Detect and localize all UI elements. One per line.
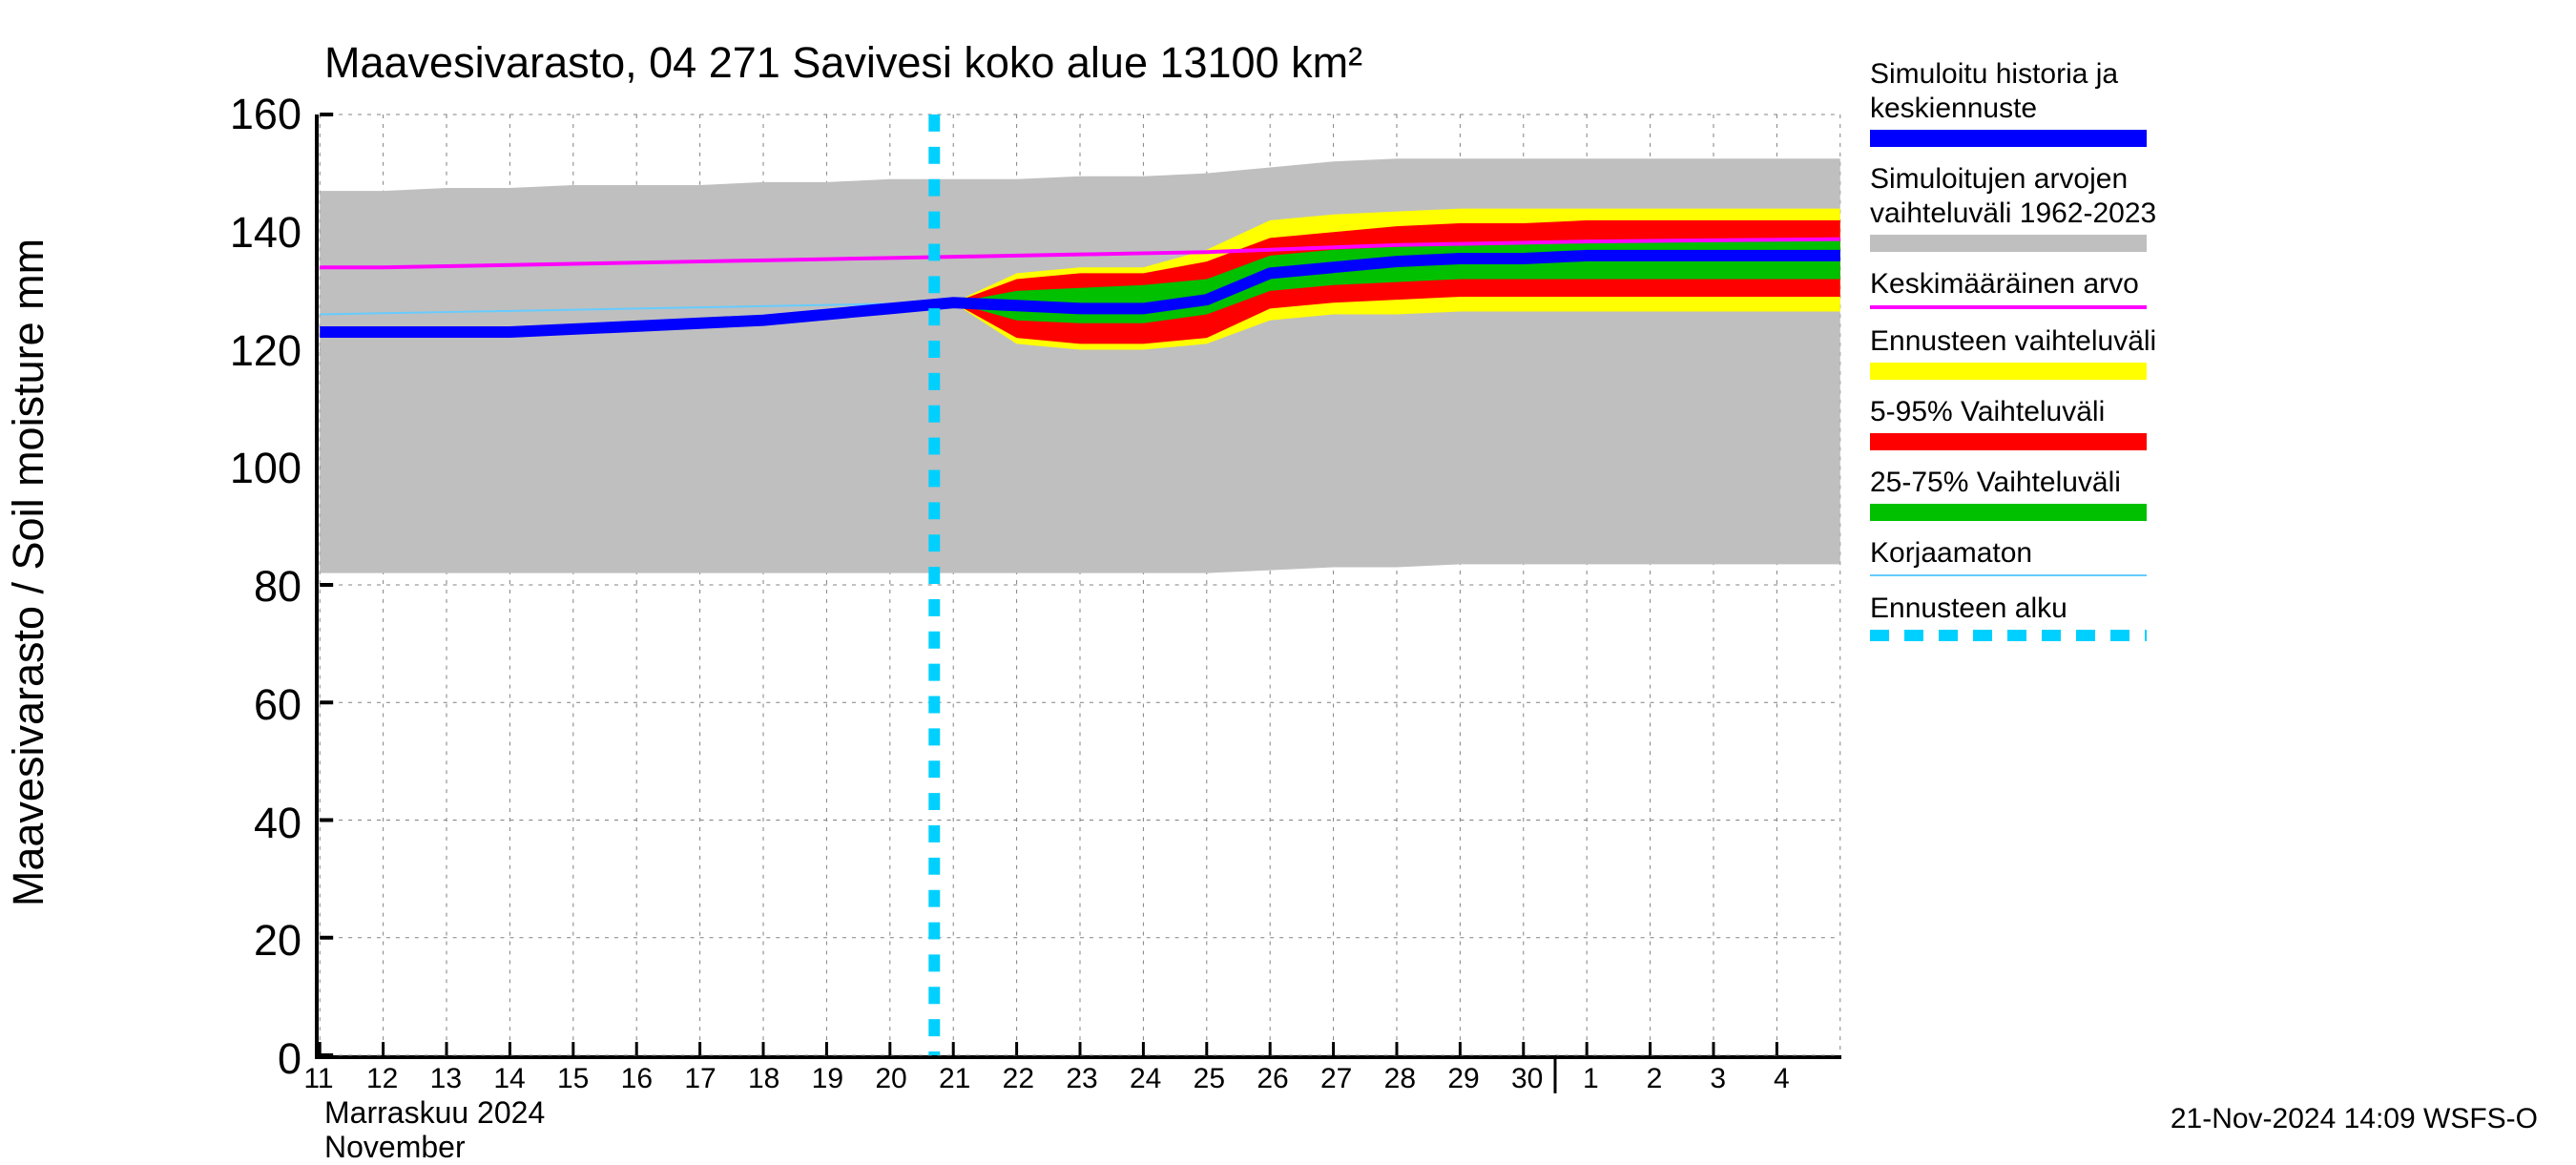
xtick-label: 14 [493, 1063, 525, 1095]
legend-swatch [1870, 630, 2147, 641]
legend-entry: Simuloitujen arvojenvaihteluväli 1962-20… [1870, 162, 2175, 252]
xtick-label: 18 [748, 1063, 779, 1095]
legend-swatch [1870, 363, 2147, 380]
legend-label: 25-75% Vaihteluväli [1870, 466, 2175, 500]
ytick-label: 160 [230, 90, 301, 139]
chart-title: Maavesivarasto, 04 271 Savivesi koko alu… [324, 38, 1362, 88]
xtick-label: 13 [430, 1063, 462, 1095]
xtick-label: 2 [1647, 1063, 1663, 1095]
xtick-label: 24 [1130, 1063, 1161, 1095]
legend-label: Simuloitu historia ja [1870, 57, 2175, 92]
legend-label: keskiennuste [1870, 92, 2175, 126]
legend-swatch [1870, 235, 2147, 252]
legend-entry: Ennusteen vaihteluväli [1870, 324, 2175, 380]
xtick-label: 4 [1774, 1063, 1790, 1095]
legend-entry: Keskimääräinen arvo [1870, 267, 2175, 309]
xtick-label: 30 [1511, 1063, 1543, 1095]
legend-label: Ennusteen alku [1870, 592, 2175, 626]
xtick-label: 11 [303, 1063, 333, 1095]
xtick-label: 29 [1447, 1063, 1479, 1095]
xtick-label: 25 [1194, 1063, 1225, 1095]
legend-label: vaihteluväli 1962-2023 [1870, 197, 2175, 231]
xtick-label: 26 [1257, 1063, 1288, 1095]
ytick-label: 0 [278, 1034, 301, 1084]
xtick-label: 3 [1710, 1063, 1726, 1095]
ytick-label: 60 [254, 680, 301, 730]
ytick-label: 120 [230, 326, 301, 376]
legend-label: Korjaamaton [1870, 536, 2175, 571]
xtick-label: 1 [1583, 1063, 1599, 1095]
ytick-label: 140 [230, 208, 301, 258]
legend-entry: Simuloitu historia jakeskiennuste [1870, 57, 2175, 147]
legend-label: Keskimääräinen arvo [1870, 267, 2175, 302]
xtick-label: 15 [557, 1063, 589, 1095]
xtick-label: 19 [812, 1063, 843, 1095]
xtick-label: 20 [875, 1063, 906, 1095]
xtick-label: 21 [939, 1063, 970, 1095]
month-label-en: November [324, 1130, 466, 1165]
legend-entry: Korjaamaton [1870, 536, 2175, 576]
legend-entry: 25-75% Vaihteluväli [1870, 466, 2175, 521]
legend-swatch [1870, 574, 2147, 576]
ytick-label: 20 [254, 916, 301, 966]
legend-swatch [1870, 433, 2147, 450]
y-axis-label: Maavesivarasto / Soil moisture mm [4, 239, 53, 906]
xtick-label: 17 [684, 1063, 716, 1095]
month-label-fi: Marraskuu 2024 [324, 1095, 545, 1131]
xtick-label: 22 [1003, 1063, 1034, 1095]
legend-label: Simuloitujen arvojen [1870, 162, 2175, 197]
ytick-label: 100 [230, 444, 301, 493]
ytick-label: 80 [254, 562, 301, 612]
plot-area: 0204060801001201401601112131415161718192… [315, 114, 1841, 1059]
legend-entry: 5-95% Vaihteluväli [1870, 395, 2175, 450]
xtick-label: 16 [621, 1063, 653, 1095]
legend-label: Ennusteen vaihteluväli [1870, 324, 2175, 359]
timestamp: 21-Nov-2024 14:09 WSFS-O [2171, 1103, 2538, 1135]
legend-swatch [1870, 305, 2147, 309]
figure: Maavesivarasto, 04 271 Savivesi koko alu… [0, 0, 2576, 1145]
legend-label: 5-95% Vaihteluväli [1870, 395, 2175, 429]
legend-swatch [1870, 130, 2147, 147]
plot-svg [319, 114, 1841, 1055]
xtick-label: 28 [1384, 1063, 1416, 1095]
xtick-label: 12 [366, 1063, 398, 1095]
ytick-label: 40 [254, 799, 301, 848]
legend-entry: Ennusteen alku [1870, 592, 2175, 641]
xtick-label: 27 [1320, 1063, 1352, 1095]
legend: Simuloitu historia jakeskiennusteSimuloi… [1870, 57, 2175, 656]
legend-swatch [1870, 504, 2147, 521]
xtick-label: 23 [1066, 1063, 1097, 1095]
